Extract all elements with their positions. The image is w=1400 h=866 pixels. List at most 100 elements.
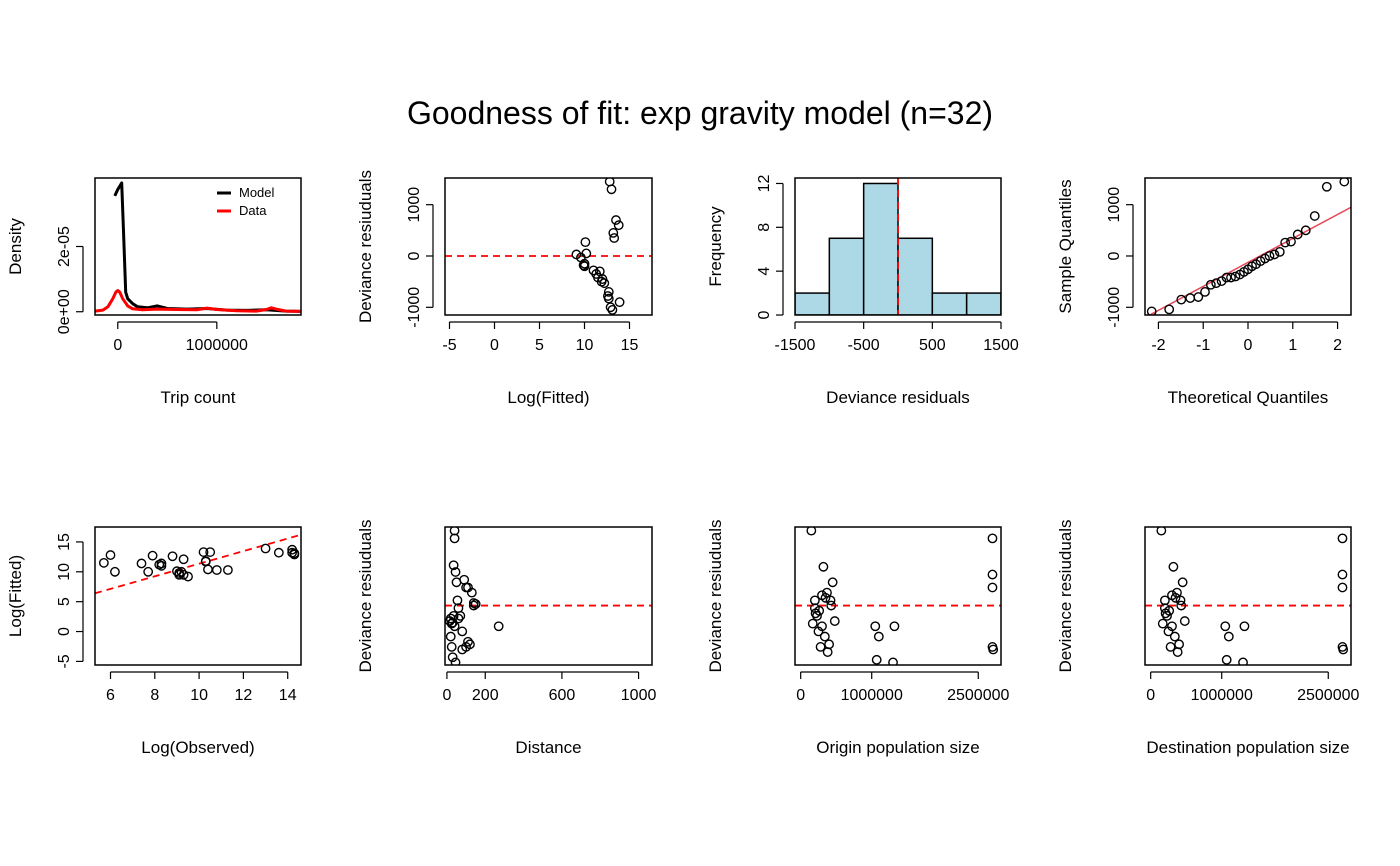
data-point xyxy=(1337,569,1348,580)
plot-frame xyxy=(1144,526,1352,666)
x-tick-label: 200 xyxy=(472,687,499,704)
data-point xyxy=(581,248,592,259)
data-point xyxy=(1167,621,1177,632)
data-point xyxy=(447,652,458,663)
data-point xyxy=(289,549,300,560)
y-axis-title: Frequency xyxy=(706,206,725,287)
data-point xyxy=(167,551,178,562)
data-point xyxy=(889,621,900,632)
plot-area xyxy=(445,527,652,665)
x-tick-label: 10 xyxy=(576,337,594,354)
legend-label: Model xyxy=(239,185,275,200)
data-point xyxy=(987,533,998,544)
plot-frame xyxy=(444,526,653,666)
x-tick-label: -1 xyxy=(1196,337,1210,354)
data-point xyxy=(178,554,189,565)
x-tick-label: 0 xyxy=(1244,337,1253,354)
data-point xyxy=(1238,657,1248,665)
x-tick-label: 0 xyxy=(490,337,499,354)
data-point xyxy=(1220,621,1231,632)
y-axis-title: Deviance resiuduals xyxy=(706,519,725,672)
data-point xyxy=(824,639,834,650)
data-point xyxy=(183,571,193,582)
data-point xyxy=(470,599,481,609)
histogram-bar xyxy=(862,182,899,315)
y-tick-label: 4 xyxy=(756,267,773,276)
data-point xyxy=(1185,293,1196,303)
data-point xyxy=(143,566,154,577)
x-axis-title: Distance xyxy=(515,738,581,757)
data-point xyxy=(449,533,460,544)
y-tick-label: 15 xyxy=(56,533,73,551)
data-point xyxy=(606,184,617,195)
data-point xyxy=(110,566,120,577)
y-tick-label: 12 xyxy=(756,174,773,192)
data-point xyxy=(827,577,838,588)
y-axis-title: Log(Fitted) xyxy=(6,555,25,637)
panel-resid_fitted: -5 0 5 10 15 -1000 0 1000 Log(Fitted) Deviance re… xyxy=(356,170,653,407)
data-point xyxy=(608,228,619,238)
data-point xyxy=(1300,225,1311,236)
data-point xyxy=(1164,605,1175,616)
data-point xyxy=(1321,181,1332,192)
plot-area xyxy=(95,533,301,595)
data-point xyxy=(463,636,473,647)
data-point xyxy=(211,565,222,575)
y-tick-label: 0e+00 xyxy=(56,289,73,334)
x-axis-title: Deviance residuals xyxy=(826,388,970,407)
data-point xyxy=(178,569,189,580)
data-point xyxy=(814,605,825,616)
data-point xyxy=(468,600,479,611)
x-tick-label: 1000000 xyxy=(841,687,903,704)
x-axis-title: Log(Fitted) xyxy=(507,388,589,407)
y-tick-label: -5 xyxy=(56,654,73,668)
y-axis-title: Density xyxy=(6,218,25,275)
data-point xyxy=(829,616,840,626)
data-point xyxy=(446,642,457,652)
data-point xyxy=(822,647,833,657)
x-tick-label: 10 xyxy=(190,687,208,704)
data-point xyxy=(205,547,216,557)
panel-hist: -1500 -500 500 1500 0 4 8 12 Deviance residuals F… xyxy=(706,174,1019,407)
data-point xyxy=(461,642,471,652)
data-point xyxy=(888,657,898,665)
data-point xyxy=(446,618,457,629)
histogram-bar xyxy=(965,292,1001,315)
data-point xyxy=(1337,533,1348,544)
plot-area xyxy=(1145,527,1351,665)
data-point xyxy=(147,550,158,561)
data-point xyxy=(1168,561,1179,572)
data-point xyxy=(871,654,882,665)
data-point xyxy=(1205,279,1216,290)
data-point xyxy=(1226,272,1236,283)
x-tick-label: -5 xyxy=(442,337,456,354)
data-point xyxy=(870,621,881,632)
x-tick-label: 1 xyxy=(1288,337,1297,354)
data-point xyxy=(1223,631,1234,642)
x-tick-label: 2500000 xyxy=(1297,687,1359,704)
plot-frame xyxy=(794,177,1002,316)
data-point xyxy=(1286,236,1296,247)
data-point xyxy=(1157,618,1168,629)
x-tick-label: 0 xyxy=(113,337,122,354)
data-point xyxy=(605,302,616,313)
data-point xyxy=(609,233,620,243)
x-tick-label: 600 xyxy=(549,687,576,704)
x-tick-label: -500 xyxy=(848,337,880,354)
plot-area xyxy=(445,178,652,315)
identity-line xyxy=(95,533,301,595)
panel-resid_distance: 0 200 600 1000 Distance Deviance resiuduals xyxy=(356,519,656,757)
x-tick-label: 0 xyxy=(1146,687,1155,704)
panel-resid_origin: 0 1000000 2500000 Origin population size Dev… xyxy=(706,519,1010,757)
data-point xyxy=(1172,587,1182,598)
data-point xyxy=(826,600,837,611)
x-axis-title: Theoretical Quantiles xyxy=(1168,388,1329,407)
plot-area xyxy=(1146,178,1351,315)
data-point xyxy=(1292,229,1303,240)
data-point xyxy=(603,287,614,297)
data-point xyxy=(579,258,590,269)
y-axis-title: Sample Quantiles xyxy=(1056,179,1075,313)
plot-frame xyxy=(94,177,302,316)
data-point xyxy=(445,613,456,624)
x-axis-title: Origin population size xyxy=(816,738,979,757)
